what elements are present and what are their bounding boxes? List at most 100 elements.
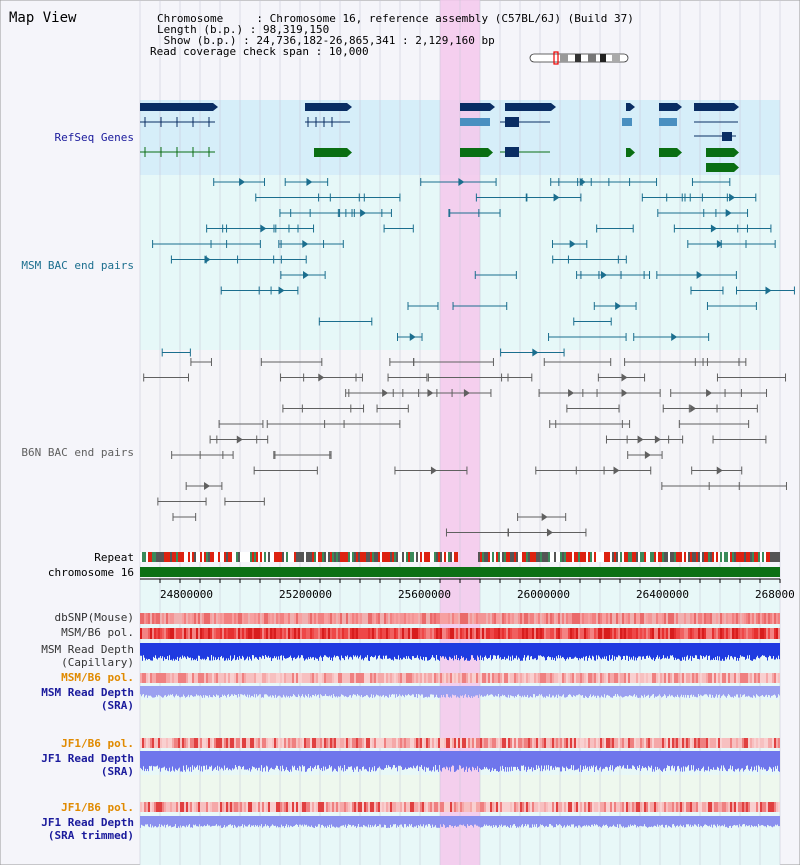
heat-cell: [382, 628, 384, 639]
heat-cell: [654, 738, 656, 748]
heat-cell: [162, 628, 164, 639]
depth-bar: [413, 751, 414, 766]
heat-cell: [314, 628, 316, 639]
depth-bar: [453, 686, 454, 696]
heat-cell: [320, 628, 322, 639]
depth-bar: [612, 751, 613, 766]
depth-bar: [652, 643, 653, 660]
heat-cell: [698, 673, 700, 683]
heat-cell: [656, 613, 658, 624]
heat-cell: [228, 673, 230, 683]
depth-bar: [690, 751, 691, 771]
depth-bar: [537, 816, 538, 828]
heat-cell: [438, 628, 440, 639]
heat-cell: [534, 802, 536, 812]
heat-cell: [208, 673, 210, 683]
heat-cell: [684, 613, 686, 624]
depth-bar: [207, 816, 208, 825]
heat-cell: [148, 802, 150, 812]
depth-bar: [242, 643, 243, 656]
heat-cell: [556, 802, 558, 812]
heat-cell: [544, 802, 546, 812]
depth-bar: [243, 643, 244, 658]
depth-bar: [560, 643, 561, 656]
depth-bar: [596, 643, 597, 656]
depth-bar: [383, 816, 384, 828]
heat-cell: [562, 628, 564, 639]
depth-bar: [239, 751, 240, 766]
heat-cell: [236, 628, 238, 639]
depth-bar: [547, 816, 548, 828]
heat-cell: [726, 738, 728, 748]
depth-bar: [479, 816, 480, 827]
repeat-segment: [482, 552, 484, 562]
heat-cell: [696, 738, 698, 748]
heat-cell: [190, 613, 192, 624]
heat-cell: [690, 628, 692, 639]
depth-bar: [147, 751, 148, 769]
depth-bar: [196, 643, 197, 659]
depth-bar: [258, 643, 259, 660]
depth-bar: [281, 751, 282, 772]
depth-bar: [395, 751, 396, 768]
repeat-segment: [162, 552, 164, 562]
depth-bar: [737, 751, 738, 769]
repeat-segment: [276, 552, 278, 562]
depth-bar: [364, 751, 365, 770]
heat-cell: [148, 628, 150, 639]
gene-block: [460, 118, 490, 126]
depth-bar: [489, 686, 490, 696]
depth-bar: [692, 643, 693, 657]
heat-cell: [210, 673, 212, 683]
depth-bar: [222, 686, 223, 695]
depth-bar: [200, 816, 201, 827]
heat-cell: [378, 628, 380, 639]
depth-bar: [416, 643, 417, 658]
depth-bar: [601, 643, 602, 660]
depth-bar: [403, 816, 404, 828]
depth-bar: [602, 816, 603, 827]
heat-cell: [230, 802, 232, 812]
depth-bar: [245, 816, 246, 827]
heat-cell: [182, 673, 184, 683]
heat-cell: [714, 613, 716, 624]
depth-bar: [247, 816, 248, 827]
depth-bar: [541, 686, 542, 695]
depth-bar: [150, 816, 151, 825]
depth-bar: [365, 686, 366, 697]
heat-cell: [514, 673, 516, 683]
repeat-segment: [676, 552, 678, 562]
heat-cell: [530, 628, 532, 639]
heat-cell: [336, 613, 338, 624]
depth-bar: [578, 751, 579, 769]
depth-bar: [532, 751, 533, 772]
heat-cell: [732, 613, 734, 624]
heat-cell: [484, 802, 486, 812]
depth-bar: [292, 643, 293, 661]
repeat-segment: [336, 552, 338, 562]
depth-bar: [497, 643, 498, 656]
depth-bar: [651, 643, 652, 660]
heat-cell: [300, 802, 302, 812]
depth-bar: [581, 751, 582, 772]
depth-bar: [435, 643, 436, 661]
depth-bar: [212, 751, 213, 771]
heat-cell: [266, 613, 268, 624]
depth-bar: [276, 751, 277, 766]
depth-bar: [227, 643, 228, 661]
depth-bar: [400, 751, 401, 766]
depth-bar: [678, 751, 679, 766]
depth-bar: [478, 643, 479, 658]
depth-bar: [733, 643, 734, 660]
depth-bar: [642, 643, 643, 657]
repeat-segment: [426, 552, 428, 562]
heat-cell: [308, 673, 310, 683]
depth-bar: [743, 816, 744, 825]
depth-bar: [779, 643, 780, 660]
depth-bar: [773, 751, 774, 768]
depth-bar: [523, 751, 524, 766]
heat-cell: [744, 738, 746, 748]
depth-bar: [161, 643, 162, 659]
depth-bar: [565, 751, 566, 772]
